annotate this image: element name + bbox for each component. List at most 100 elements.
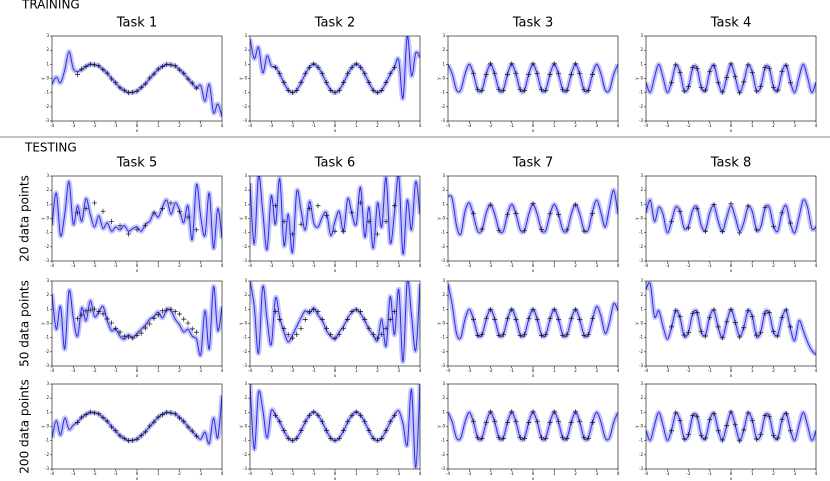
data-point — [526, 316, 532, 322]
data-point — [164, 409, 170, 415]
data-point — [779, 210, 785, 216]
data-point — [332, 437, 338, 443]
y-tick-label: -1 — [243, 438, 247, 443]
data-point — [349, 210, 355, 216]
data-point — [294, 435, 300, 441]
data-point — [732, 74, 738, 80]
x-tick-label: 3 — [793, 263, 796, 268]
data-point — [79, 414, 85, 420]
data-point — [500, 87, 506, 93]
data-point — [181, 418, 187, 424]
x-tick-label: 1 — [355, 123, 358, 128]
x-tick-label: -3 — [467, 368, 471, 373]
data-point — [109, 76, 114, 82]
data-point — [590, 211, 595, 217]
y-tick-label: 3 — [46, 381, 49, 386]
x-tick-label: 0 — [730, 123, 733, 128]
data-point — [500, 435, 506, 441]
data-point — [754, 332, 759, 338]
x-tick-label: -1 — [708, 368, 712, 373]
data-point — [117, 433, 123, 439]
data-point — [387, 71, 393, 77]
data-point — [160, 308, 165, 314]
data-point — [754, 436, 759, 442]
data-point — [788, 80, 793, 86]
y-axis-label: y — [634, 322, 639, 325]
data-point — [281, 79, 287, 85]
data-point — [324, 325, 329, 331]
data-point — [341, 228, 346, 234]
data-point — [745, 203, 751, 209]
plot-frame — [249, 175, 421, 262]
y-axis-label: y — [238, 77, 243, 80]
x-tick-label: 1 — [157, 263, 160, 268]
y-tick-label: 1 — [244, 409, 247, 414]
x-tick-label: -4 — [50, 368, 54, 373]
data-point — [134, 88, 140, 94]
data-point — [539, 87, 544, 93]
plot-area — [52, 49, 222, 118]
data-point — [177, 415, 182, 421]
x-tick-label: -2 — [687, 368, 691, 373]
data-point — [677, 314, 683, 320]
data-point — [496, 87, 502, 93]
data-point — [779, 315, 785, 321]
data-point — [392, 203, 397, 209]
data-point — [783, 63, 789, 69]
x-tick-label: -2 — [489, 123, 493, 128]
y-tick-label: -3 — [45, 258, 49, 263]
data-point — [298, 427, 304, 433]
data-point — [686, 432, 691, 438]
data-point — [172, 309, 178, 315]
data-point — [720, 437, 725, 443]
data-point — [758, 432, 764, 438]
x-tick-label: 0 — [334, 123, 337, 128]
data-point — [336, 435, 342, 441]
data-point — [273, 203, 278, 209]
data-point — [121, 435, 127, 441]
data-point — [328, 332, 334, 338]
data-point — [686, 225, 691, 231]
y-tick-label: 0 — [640, 321, 643, 326]
y-tick-label: -1 — [45, 438, 49, 443]
data-point — [522, 435, 527, 441]
data-point — [762, 65, 768, 71]
testing-label: TESTING — [24, 141, 77, 155]
data-point — [754, 227, 759, 233]
data-point — [694, 310, 700, 316]
data-point — [281, 427, 287, 433]
data-point — [324, 79, 329, 85]
y-tick-label: 1 — [46, 61, 49, 66]
plot-frame — [645, 280, 817, 367]
data-point — [509, 409, 515, 415]
data-point — [585, 332, 591, 338]
data-point — [564, 332, 570, 338]
plot-frame — [249, 35, 421, 122]
data-point — [475, 332, 481, 338]
x-tick-label: 2 — [574, 123, 577, 128]
x-tick-label: -2 — [687, 263, 691, 268]
x-tick-label: 3 — [793, 471, 796, 476]
data-point — [341, 79, 346, 85]
plot-area — [646, 197, 816, 236]
y-tick-label: 0 — [442, 424, 445, 429]
x-tick-label: 4 — [617, 368, 620, 373]
y-tick-label: 3 — [442, 381, 445, 386]
data-point — [492, 419, 498, 425]
data-point — [720, 89, 725, 95]
data-point — [383, 427, 389, 433]
data-point — [324, 427, 329, 433]
x-tick-label: 2 — [178, 471, 181, 476]
data-point — [294, 332, 300, 338]
data-point — [728, 201, 734, 207]
data-point — [353, 409, 359, 415]
data-point — [370, 435, 376, 441]
data-point — [728, 61, 734, 67]
x-tick-label: 0 — [730, 263, 733, 268]
data-point — [311, 409, 317, 415]
plot-frame — [249, 383, 421, 470]
data-point — [294, 87, 300, 93]
y-tick-label: 3 — [640, 173, 643, 178]
